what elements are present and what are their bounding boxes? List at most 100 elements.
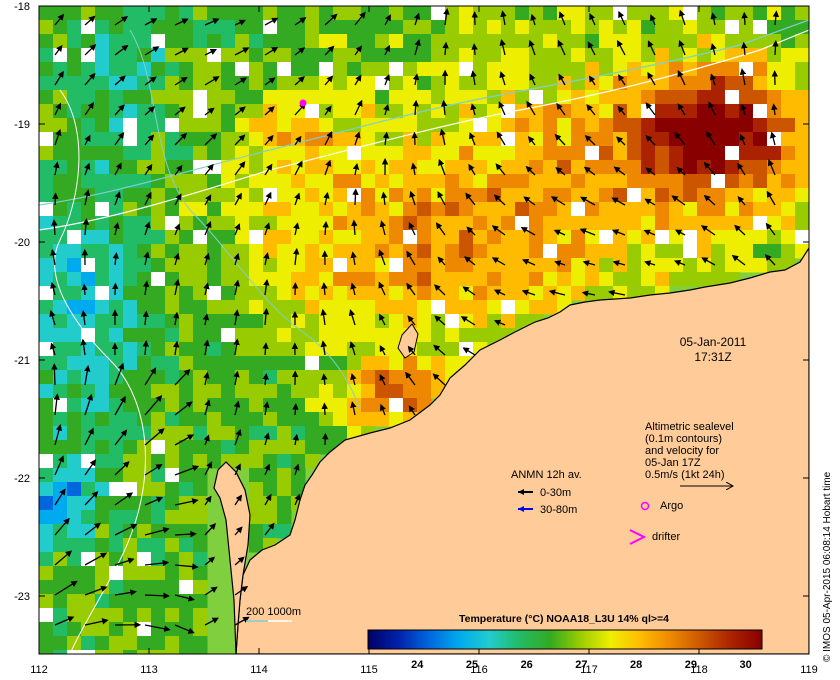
sst-cell bbox=[767, 146, 782, 161]
velocity-vector bbox=[204, 18, 220, 26]
velocity-vector bbox=[611, 197, 626, 206]
sst-cell bbox=[571, 76, 586, 91]
sst-cell bbox=[431, 34, 446, 49]
velocity-vector bbox=[588, 75, 596, 86]
sst-cell bbox=[655, 62, 670, 77]
sst-cell bbox=[67, 286, 82, 301]
sst-cell bbox=[599, 202, 614, 217]
sst-cell bbox=[305, 230, 320, 245]
sst-cell bbox=[333, 244, 348, 259]
sst-cell bbox=[585, 90, 600, 105]
sst-cell bbox=[417, 230, 432, 245]
sst-cell bbox=[725, 244, 740, 259]
sst-cell bbox=[193, 286, 208, 301]
sst-cell bbox=[207, 356, 222, 371]
sst-cell bbox=[543, 174, 558, 189]
lat-tick-label: -18 bbox=[14, 1, 30, 13]
sst-cell bbox=[543, 160, 558, 175]
sst-cell bbox=[431, 202, 446, 217]
velocity-vector bbox=[264, 463, 271, 476]
sst-cell bbox=[277, 160, 292, 175]
lon-tick-label: 119 bbox=[800, 664, 818, 676]
sst-cell bbox=[165, 356, 180, 371]
velocity-vector bbox=[379, 313, 386, 326]
sst-cell bbox=[291, 48, 306, 63]
sst-cell bbox=[473, 230, 488, 245]
velocity-vector bbox=[678, 9, 686, 26]
velocity-vector bbox=[678, 39, 686, 56]
velocity-vector bbox=[54, 13, 65, 26]
sst-cell bbox=[445, 62, 460, 77]
velocity-vector bbox=[113, 222, 120, 236]
sst-cell bbox=[137, 524, 152, 539]
sst-cell bbox=[459, 230, 474, 245]
sst-cell bbox=[39, 496, 54, 511]
sst-cell bbox=[599, 286, 614, 301]
sst-cell bbox=[739, 6, 754, 21]
sst-cell bbox=[109, 300, 124, 315]
sst-cell bbox=[571, 258, 586, 273]
sst-cell bbox=[361, 76, 376, 91]
sst-cell bbox=[137, 202, 152, 217]
sst-cell bbox=[179, 146, 194, 161]
sst-cell bbox=[333, 188, 348, 203]
sst-cell bbox=[683, 146, 698, 161]
sst-cell bbox=[459, 244, 474, 259]
sst-cell bbox=[739, 62, 754, 77]
sst-cell bbox=[67, 510, 82, 525]
sst-cell bbox=[151, 244, 166, 259]
sst-cell bbox=[613, 216, 628, 231]
velocity-vector bbox=[737, 196, 746, 206]
sst-cell bbox=[641, 258, 656, 273]
velocity-vector bbox=[470, 70, 477, 86]
sst-cell bbox=[627, 104, 642, 119]
sst-cell bbox=[319, 174, 334, 189]
sst-cell bbox=[207, 412, 222, 427]
sst-cell bbox=[263, 440, 278, 455]
sst-cell bbox=[67, 216, 82, 231]
sst-cell bbox=[781, 174, 796, 189]
sst-cell bbox=[361, 356, 376, 371]
sst-cell bbox=[53, 538, 68, 553]
sst-cell bbox=[543, 104, 558, 119]
sst-cell bbox=[109, 650, 124, 654]
sst-cell bbox=[39, 202, 54, 217]
sst-cell bbox=[95, 202, 110, 217]
sst-cell bbox=[207, 328, 222, 343]
sst-cell bbox=[347, 160, 362, 175]
sst-cell bbox=[627, 258, 642, 273]
sst-cell bbox=[263, 258, 278, 273]
sst-cell bbox=[487, 174, 502, 189]
sst-cell bbox=[179, 300, 194, 315]
sst-cell bbox=[137, 454, 152, 469]
sst-cell bbox=[669, 146, 684, 161]
velocity-vector bbox=[493, 194, 506, 206]
sst-cell bbox=[501, 146, 516, 161]
sst-cell bbox=[221, 258, 236, 273]
sst-cell bbox=[655, 202, 670, 217]
sst-cell bbox=[67, 468, 82, 483]
sst-cell bbox=[95, 6, 110, 21]
sst-cell bbox=[291, 272, 306, 287]
sst-cell bbox=[137, 440, 152, 455]
sst-cell bbox=[151, 580, 166, 595]
sst-cell bbox=[123, 174, 138, 189]
sst-cell bbox=[193, 608, 208, 623]
sst-cell bbox=[109, 62, 124, 77]
sst-cell bbox=[515, 104, 530, 119]
sst-cell bbox=[81, 286, 96, 301]
sst-cell bbox=[305, 174, 320, 189]
sst-cell bbox=[627, 244, 642, 259]
sst-cell bbox=[165, 482, 180, 497]
sst-cell bbox=[249, 188, 264, 203]
sst-cell bbox=[389, 48, 404, 63]
sst-cell bbox=[263, 384, 278, 399]
sst-cell bbox=[109, 622, 124, 637]
sst-cell bbox=[333, 104, 348, 119]
sst-cell bbox=[39, 412, 54, 427]
sst-cell bbox=[319, 6, 334, 21]
velocity-vector bbox=[233, 338, 240, 356]
velocity-vector bbox=[323, 191, 330, 206]
sst-cell bbox=[39, 62, 54, 77]
velocity-vector bbox=[383, 73, 390, 86]
